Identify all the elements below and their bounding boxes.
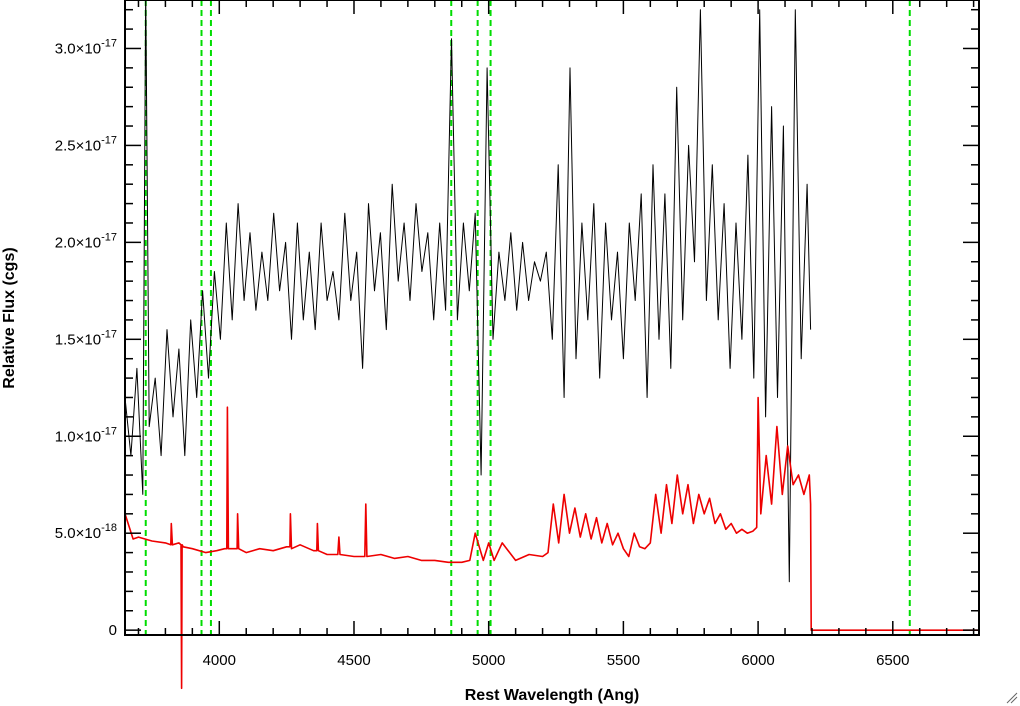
tick-label-layer: 4000 4500 5000 5500 6000 6500 0 5.0×10-18 1.0×10…	[55, 37, 910, 669]
y-tick-label: 5.0×10-18	[55, 522, 117, 542]
x-tick-label: 6500	[876, 652, 909, 669]
y-tick-label: 2.5×10-17	[55, 134, 117, 154]
x-tick-label: 5500	[607, 652, 640, 669]
x-tick-label: 6000	[741, 652, 774, 669]
resize-grip-icon[interactable]	[1004, 690, 1018, 704]
y-tick-label: 1.0×10-17	[55, 425, 117, 445]
vertical-line-layer	[144, 0, 911, 635]
x-tick-label: 5000	[472, 652, 505, 669]
y-tick-label: 1.5×10-17	[55, 328, 117, 348]
error-spectrum-line	[124, 396, 979, 690]
y-axis-title: Relative Flux (cgs)	[1, 247, 18, 388]
y-tick-label: 3.0×10-17	[55, 37, 117, 57]
x-tick-label: 4500	[337, 652, 370, 669]
series-layer	[124, 0, 979, 690]
x-axis-title: Rest Wavelength (Ang)	[465, 687, 640, 704]
flux-spectrum-line	[124, 0, 812, 583]
tick-layer	[125, 0, 979, 635]
plot-frame	[124, 0, 980, 636]
y-tick-label: 2.0×10-17	[55, 231, 117, 251]
y-tick-label: 0	[109, 622, 117, 639]
x-tick-label: 4000	[203, 652, 236, 669]
